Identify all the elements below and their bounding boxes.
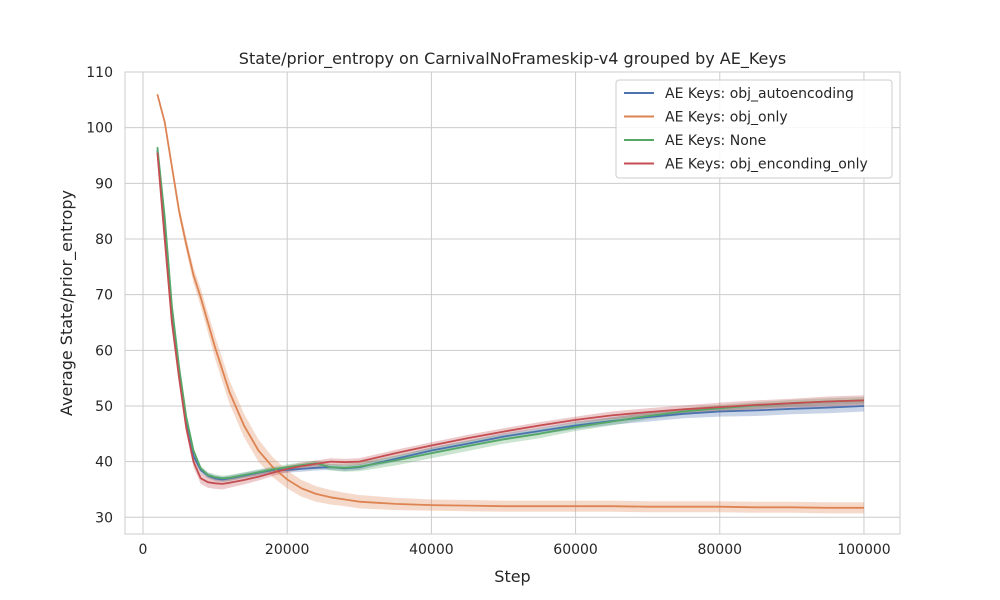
y-tick-label: 30 xyxy=(95,510,113,526)
x-tick-label: 80000 xyxy=(697,542,742,558)
legend-entry-0: AE Keys: obj_autoencoding xyxy=(665,86,854,102)
x-axis-label: Step xyxy=(494,567,530,586)
series-lines xyxy=(156,94,865,509)
x-tick-labels: 0 20000 40000 60000 80000 100000 xyxy=(139,542,891,558)
y-tick-labels: 30 40 50 60 70 80 90 100 110 xyxy=(86,65,113,526)
y-axis-label: Average State/prior_entropy xyxy=(57,190,77,416)
x-tick-label: 60000 xyxy=(553,542,598,558)
x-tick-label: 20000 xyxy=(265,542,310,558)
legend: AE Keys: obj_autoencoding AE Keys: obj_on… xyxy=(615,79,893,179)
y-tick-label: 90 xyxy=(95,176,113,192)
y-tick-label: 40 xyxy=(95,455,113,471)
y-tick-label: 50 xyxy=(95,399,113,415)
y-tick-label: 110 xyxy=(86,65,113,81)
legend-entry-2: AE Keys: None xyxy=(665,133,766,149)
legend-box xyxy=(615,79,893,179)
x-tick-label: 100000 xyxy=(837,542,890,558)
y-tick-label: 80 xyxy=(95,232,113,248)
plot-frame xyxy=(124,71,901,535)
chart-title: State/prior_entropy on CarnivalNoFramesk… xyxy=(239,49,786,69)
series-line-2 xyxy=(156,147,865,480)
series-line-3 xyxy=(156,152,865,485)
series-line-0 xyxy=(156,149,865,481)
x-tick-label: 40000 xyxy=(409,542,454,558)
legend-entry-1: AE Keys: obj_only xyxy=(665,110,788,126)
x-tick-label: 0 xyxy=(139,542,148,558)
y-tick-label: 70 xyxy=(95,288,113,304)
y-tick-label: 60 xyxy=(95,343,113,359)
y-tick-label: 100 xyxy=(86,121,113,137)
series-line-1 xyxy=(156,94,864,509)
legend-entry-3: AE Keys: obj_enconding_only xyxy=(665,157,868,173)
